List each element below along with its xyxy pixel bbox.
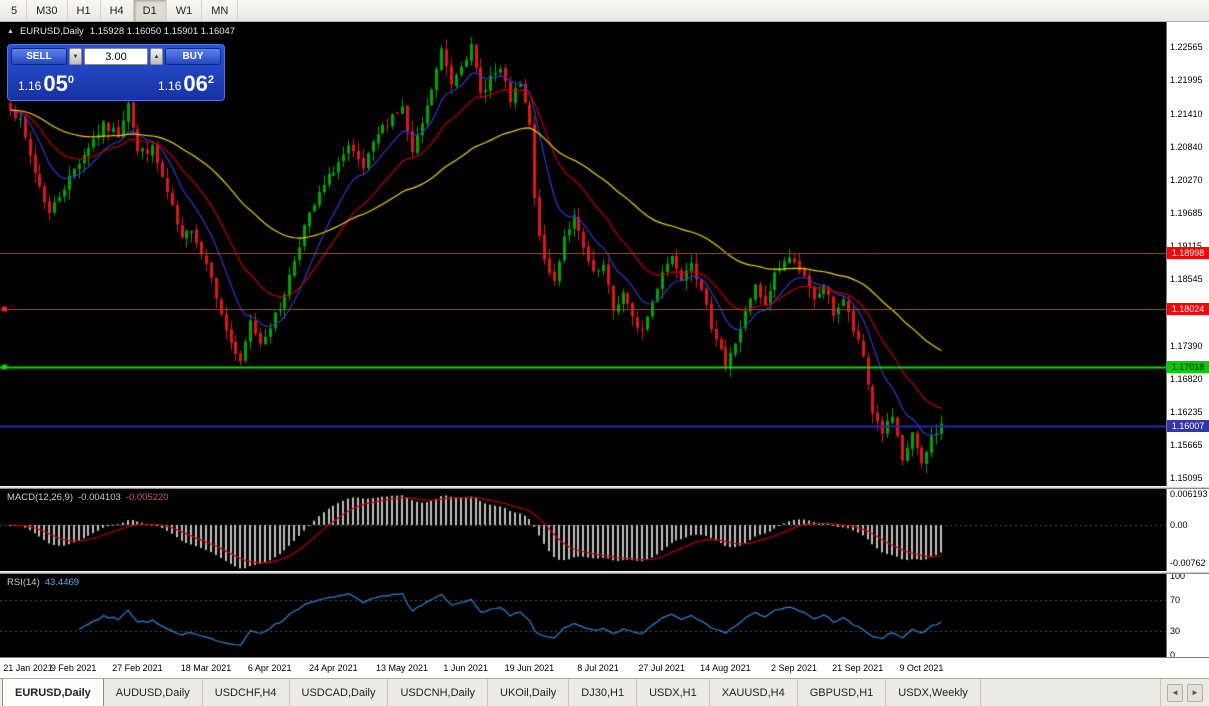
lot-decrease-button[interactable]: ▼ [69,48,82,65]
rsi-axis-label: 70 [1170,594,1181,605]
tab-nav: ◄ ► [1160,679,1209,706]
macd-axis-label: 0.00 [1170,520,1188,530]
time-label: 19 Jun 2021 [504,663,555,673]
buy-price: 1.16 06 2 [158,66,214,96]
rsi-label: RSI(14) 43.4469 [7,577,79,588]
lot-size-input[interactable]: 3.00 [84,48,148,65]
timeframe-button-h4[interactable]: H4 [101,0,134,21]
rsi-name: RSI(14) [7,577,40,588]
lot-increase-button[interactable]: ▲ [150,48,163,65]
chart-tab-usdx-h1[interactable]: USDX,H1 [637,679,710,706]
chart-tab-dj30-h1[interactable]: DJ30,H1 [569,679,638,706]
rsi-axis-label: 100 [1170,571,1186,581]
rsi-pane-canvas[interactable] [0,574,1166,657]
trade-controls-row: SELL ▼ 3.00 ▲ BUY [8,45,224,65]
price-tick: 1.22565 [1170,42,1203,53]
chart-title: ▲ EURUSD,Daily 1.15928 1.16050 1.15901 1… [7,26,235,37]
chart-tab-bar: EURUSD,Daily AUDUSD,Daily USDCHF,H4 USDCAD,… [0,678,1209,706]
buy-price-base: 1.16 [158,79,182,93]
sell-price-pips: 05 [43,71,68,96]
time-label: 21 Jan 2021 [3,663,53,673]
price-tick: 1.20840 [1170,141,1203,152]
price-tick: 1.15665 [1170,440,1203,451]
price-tick: 1.19685 [1170,208,1203,219]
chart-tab-ukoil-daily[interactable]: UKOil,Daily [488,679,570,706]
price-tick: 1.18545 [1170,274,1203,285]
price-tag-1.17018: 1.17018 [1167,361,1209,374]
time-label: 8 Jul 2021 [577,663,619,673]
sell-button[interactable]: SELL [11,48,67,65]
macd-name: MACD(12,26,9) [7,492,73,503]
chart-tab-eurusd-daily[interactable]: EURUSD,Daily [2,679,104,706]
timeframe-button-d1[interactable]: D1 [133,0,167,21]
symbol-label: EURUSD,Daily [19,26,84,37]
trade-prices-row: 1.16 05 0 1.16 06 2 [8,65,224,96]
chart-tabs: EURUSD,Daily AUDUSD,Daily USDCHF,H4 USDCAD,… [0,679,1160,706]
price-tick: 1.16235 [1170,407,1203,418]
sell-price-fraction: 0 [67,74,74,86]
macd-pane-canvas[interactable] [0,489,1166,571]
rsi-axis-label: 0 [1170,650,1176,660]
time-label: 9 Oct 2021 [899,663,944,673]
pane-separator[interactable] [0,486,1209,489]
time-label: 9 Feb 2021 [50,663,97,673]
timeframe-button-5[interactable]: 5 [2,0,28,21]
time-label: 1 Jun 2021 [443,663,488,673]
pane-separator[interactable] [0,571,1209,574]
time-axis[interactable]: 21 Jan 2021 9 Feb 2021 27 Feb 2021 18 Mar 2… [0,657,1209,678]
chart-tab-xauusd-h4[interactable]: XAUUSD,H4 [710,679,798,706]
rsi-value: 43.4469 [44,577,80,588]
price-tag-1.18024: 1.18024 [1167,303,1209,316]
time-label: 6 Apr 2021 [247,663,292,673]
price-tick: 1.21995 [1170,75,1203,85]
buy-button[interactable]: BUY [165,48,221,65]
timeframe-button-w1[interactable]: W1 [167,0,203,21]
price-tag-1.18998: 1.18998 [1167,246,1209,259]
price-tick: 1.20270 [1170,174,1203,185]
chart-tab-usdcnh-daily[interactable]: USDCNH,Daily [388,679,489,706]
one-click-trading-panel: SELL ▼ 3.00 ▲ BUY 1.16 05 0 1.16 06 2 [7,44,225,101]
price-tag-1.16007: 1.16007 [1167,419,1209,432]
chart-tab-audusd-daily[interactable]: AUDUSD,Daily [104,679,203,706]
tabs-scroll-left-button[interactable]: ◄ [1167,683,1183,702]
time-label: 27 Feb 2021 [112,663,163,673]
buy-price-fraction: 2 [207,74,214,86]
time-label: 14 Aug 2021 [700,663,751,673]
macd-signal-value: -0.005220 [125,492,169,503]
timeframe-button-h1[interactable]: H1 [68,0,101,21]
price-tick: 1.21410 [1170,108,1203,119]
rsi-axis-label: 30 [1170,626,1181,637]
macd-axis-label: 0.006193 [1170,489,1208,500]
price-tick: 1.19115 [1170,241,1202,251]
timeframe-button-m30[interactable]: M30 [27,0,68,21]
macd-main-value: -0.004103 [78,492,121,503]
chart-tab-usdx-weekly[interactable]: USDX,Weekly [886,679,981,706]
time-label: 27 Jul 2021 [638,663,685,673]
sell-price: 1.16 05 0 [18,66,74,96]
price-tick: 1.17390 [1170,340,1203,351]
time-label: 18 Mar 2021 [180,663,232,673]
timeframe-toolbar: 5 M30 H1 H4 D1 W1 MN [0,0,1209,22]
sell-price-base: 1.16 [18,79,42,93]
time-label: 2 Sep 2021 [770,663,818,673]
up-arrow-icon: ▲ [7,28,14,35]
chart-tab-usdchf-h4[interactable]: USDCHF,H4 [203,679,290,706]
chart-area: ▲ EURUSD,Daily 1.15928 1.16050 1.15901 1… [0,22,1209,678]
buy-price-pips: 06 [183,71,208,96]
time-label: 21 Sep 2021 [832,663,884,673]
time-label: 13 May 2021 [375,663,429,673]
price-axis[interactable]: 1.22565 1.21995 1.21410 1.20840 1.20270 1.196… [1166,22,1209,660]
price-tick: 1.16820 [1170,373,1203,384]
chart-tab-usdcad-daily[interactable]: USDCAD,Daily [290,679,389,706]
time-label: 24 Apr 2021 [309,663,358,673]
macd-axis-label: -0.00762 [1170,558,1206,569]
macd-label: MACD(12,26,9) -0.004103 -0.005220 [7,492,169,503]
ohlc-values: 1.15928 1.16050 1.15901 1.16047 [89,26,236,37]
chart-tab-gbpusd-h1[interactable]: GBPUSD,H1 [798,679,887,706]
timeframe-button-mn[interactable]: MN [202,0,239,21]
tabs-scroll-right-button[interactable]: ► [1187,683,1203,702]
price-tick: 1.15095 [1170,473,1203,484]
